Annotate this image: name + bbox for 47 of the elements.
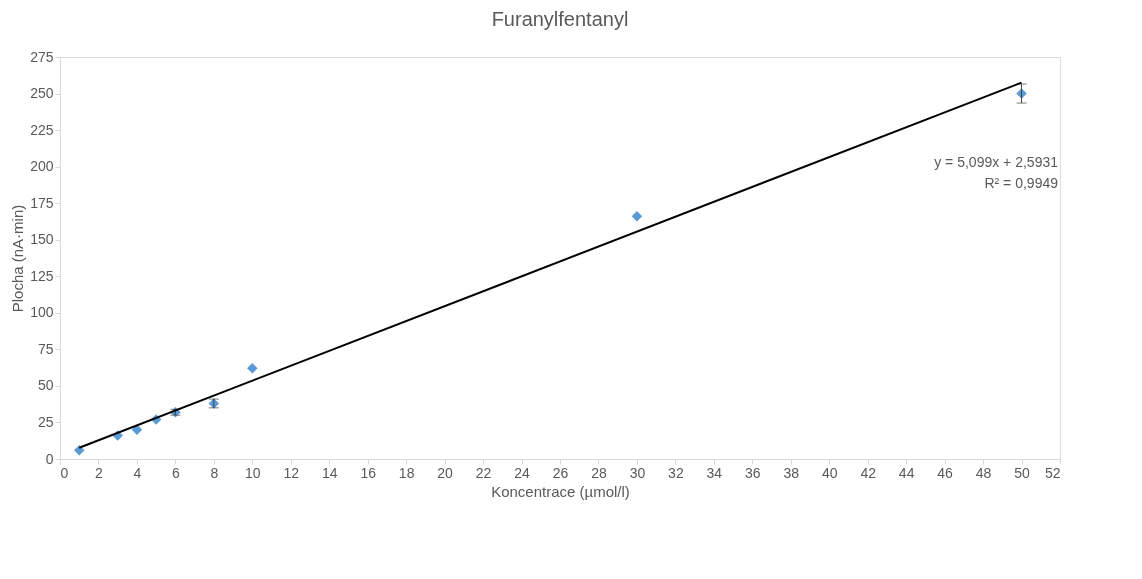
x-tick-label: 50	[1014, 464, 1031, 481]
y-tick-label: 75	[37, 340, 54, 357]
x-tick-label: 38	[783, 464, 800, 481]
x-tick-label: 44	[898, 464, 915, 481]
y-tick-label: 200	[30, 158, 54, 175]
x-tick-label: 26	[552, 464, 569, 481]
y-tick-label: 225	[30, 121, 54, 138]
y-tick-label: 0	[45, 450, 54, 467]
y-tick-label: 50	[37, 377, 54, 394]
x-tick-label: 10	[245, 464, 261, 481]
point	[73, 444, 85, 456]
x-tick-label: 0	[60, 464, 69, 481]
x-tick-label: 14	[321, 464, 338, 481]
x-tick-label: 52	[1044, 464, 1061, 481]
y-tick-label: 25	[37, 413, 54, 430]
x-tick-label: 40	[821, 464, 838, 481]
x-tick-label: 8	[210, 464, 219, 481]
y-tick-label: 175	[30, 194, 54, 211]
x-tick-label: 46	[937, 464, 954, 481]
y-tick-label: 125	[30, 267, 54, 284]
x-axis-title: Koncentrace (µmol/l)	[491, 482, 630, 500]
x-tick-label: 18	[398, 464, 415, 481]
x-tick-label: 34	[706, 464, 723, 481]
y-tick-label: 275	[30, 48, 54, 65]
annotation: R² = 0,9949	[984, 175, 1059, 191]
x-tick-label: 36	[745, 464, 761, 481]
y-tick-label: 100	[30, 304, 54, 321]
y-tick-label: 250	[30, 85, 54, 102]
x-tick-label: 2	[95, 464, 104, 481]
x-tick-label: 30	[629, 464, 646, 481]
chart-title: Furanylfentanyl	[491, 8, 629, 30]
x-tick-label: 16	[360, 464, 377, 481]
x-tick-label: 24	[514, 464, 531, 481]
point	[247, 363, 258, 374]
x-tick-label: 42	[860, 464, 877, 481]
x-tick-label: 12	[283, 464, 300, 481]
x-tick-label: 28	[591, 464, 607, 481]
x-tick-label: 6	[171, 464, 180, 481]
annotation: y = 5,099x + 2,5931	[934, 154, 1059, 170]
y-axis-title: Plocha (nA·min)	[9, 204, 27, 313]
x-tick-label: 20	[437, 464, 454, 481]
x-tick-label: 22	[475, 464, 492, 481]
y-tick-label: 150	[30, 231, 54, 248]
x-tick-label: 4	[133, 464, 142, 481]
point	[631, 211, 643, 222]
x-tick-label: 48	[975, 464, 992, 481]
x-tick-label: 32	[668, 464, 684, 481]
